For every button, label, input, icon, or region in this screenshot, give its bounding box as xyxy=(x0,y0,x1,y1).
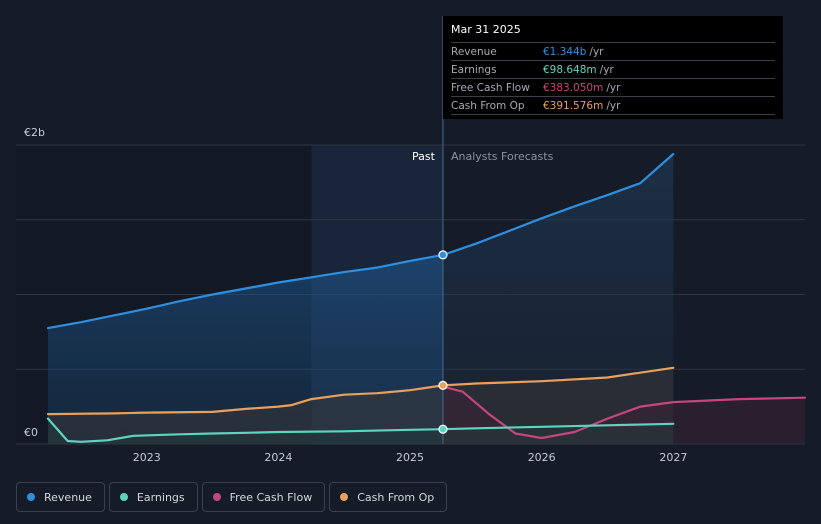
legend-item-revenue[interactable]: Revenue xyxy=(16,482,105,512)
series-lines xyxy=(46,152,807,443)
tooltip-value: €1.344b xyxy=(543,45,587,58)
cash-from-op-dot-icon xyxy=(340,493,349,501)
x-tick-label: 2024 xyxy=(264,451,292,464)
tooltip-value: €383.050m xyxy=(543,81,604,94)
revenue-area-forecast xyxy=(443,154,674,444)
series-markers xyxy=(438,250,448,434)
cash-from-op-marker xyxy=(438,380,448,390)
tooltip-label: Free Cash Flow xyxy=(451,81,530,94)
tooltip-row-revenue: Revenue €1.344b /yr xyxy=(451,42,775,60)
earnings-dot-icon xyxy=(119,493,128,501)
legend-item-earnings[interactable]: Earnings xyxy=(108,482,198,512)
legend-item-free-cash-flow[interactable]: Free Cash Flow xyxy=(201,482,326,512)
tooltip-row-free-cash-flow: Free Cash Flow €383.050m /yr xyxy=(451,78,775,96)
cash-from-op-area xyxy=(48,367,674,444)
earnings-line xyxy=(46,417,675,443)
revenue-marker xyxy=(438,250,448,260)
x-tick-label: 2025 xyxy=(396,451,424,464)
tooltip-row-earnings: Earnings €98.648m /yr xyxy=(451,60,775,78)
cash-from-op-line xyxy=(46,366,675,416)
past-label: Past xyxy=(412,150,436,163)
revenue-area-past xyxy=(48,254,443,444)
revenue-line xyxy=(46,152,675,330)
forecast-label: Analysts Forecasts xyxy=(451,150,554,163)
legend-label: Earnings xyxy=(136,490,185,504)
earnings-marker xyxy=(438,424,448,434)
x-tick-label: 2023 xyxy=(133,451,161,464)
revenue-dot-icon xyxy=(27,493,35,501)
tooltip-value: €391.576m xyxy=(543,99,604,112)
y-axis-bottom-label: €0 xyxy=(24,426,38,439)
x-tick-label: 2027 xyxy=(659,451,687,464)
series-areas xyxy=(48,154,805,444)
tooltip-label: Revenue xyxy=(451,45,497,58)
tooltip-date: Mar 31 2025 xyxy=(451,23,521,36)
chart-svg: Past Analysts Forecasts €2b €0 2023 2024 2… xyxy=(16,16,807,464)
free-cash-flow-line xyxy=(441,385,807,440)
legend-item-cash-from-op[interactable]: Cash From Op xyxy=(329,482,448,512)
tooltip-label: Earnings xyxy=(451,63,497,76)
legend-label: Revenue xyxy=(44,490,92,504)
tooltip-unit: /yr xyxy=(599,63,614,76)
x-axis-ticks: 2023 2024 2025 2026 2027 xyxy=(133,451,688,464)
y-axis-top-label: €2b xyxy=(24,126,45,139)
tooltip-unit: /yr xyxy=(606,99,621,112)
tooltip-unit: /yr xyxy=(606,81,621,94)
x-tick-label: 2026 xyxy=(528,451,556,464)
legend-label: Cash From Op xyxy=(357,490,435,504)
tooltip-unit: /yr xyxy=(589,45,604,58)
legend: Revenue Earnings Free Cash Flow Cash Fro… xyxy=(16,482,448,512)
tooltip-row-cash-from-op: Cash From Op €391.576m /yr xyxy=(451,96,775,115)
legend-label: Free Cash Flow xyxy=(229,490,313,504)
tooltip: Mar 31 2025 Revenue €1.344b /yr Earnings… xyxy=(443,16,783,119)
tooltip-label: Cash From Op xyxy=(451,99,525,112)
free-cash-flow-dot-icon xyxy=(212,493,221,501)
tooltip-value: €98.648m xyxy=(543,63,597,76)
